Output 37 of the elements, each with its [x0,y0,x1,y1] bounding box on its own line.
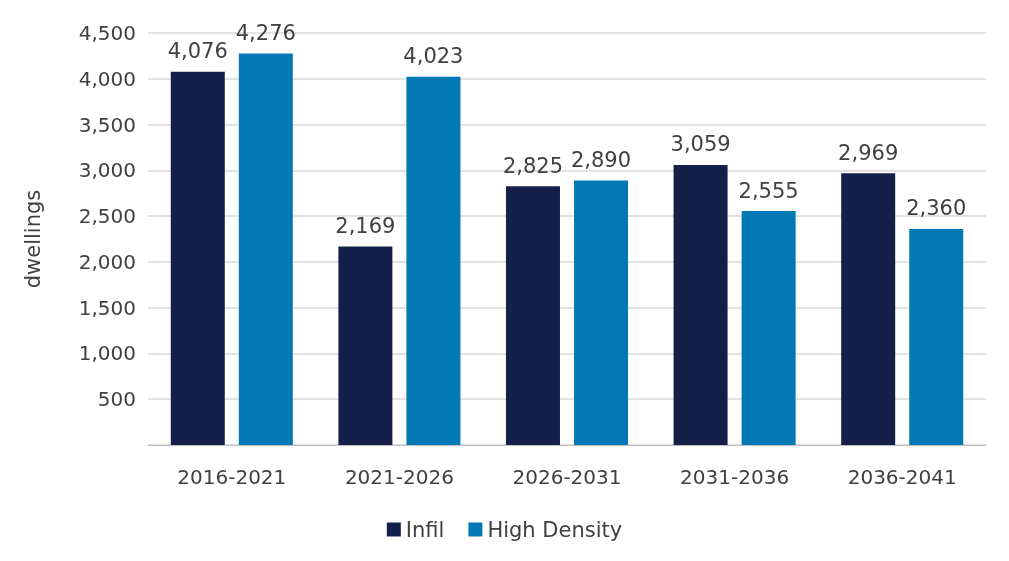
bar [909,228,964,445]
data-label: 2,360 [906,196,967,221]
y-tick-label: 4,000 [78,66,136,91]
data-label: 2,969 [838,140,899,165]
data-label: 4,076 [167,39,228,64]
y-axis-title: dwellings [20,189,45,289]
y-tick-label: 3,500 [78,112,136,137]
bar [406,76,461,445]
bar [338,246,393,445]
y-tick-label: 1,500 [78,295,136,320]
data-label: 2,169 [335,213,396,238]
data-label: 2,825 [502,153,564,178]
legend-label: Infil [405,517,445,542]
bar [673,164,728,445]
data-label: 2,890 [570,147,632,172]
data-label: 2,555 [738,178,799,203]
x-tick-label: 2031-2036 [680,465,790,489]
x-tick-label: 2021-2026 [344,465,454,489]
data-label: 4,276 [235,21,296,46]
bar [170,71,225,445]
data-label: 4,023 [403,44,464,69]
x-tick-label: 2026-2031 [512,465,622,489]
bar [505,186,560,445]
x-tick-label: 2016-2021 [177,465,287,489]
legend-label: High Density [487,517,623,542]
y-tick-label: 2,000 [78,249,136,274]
bar [238,53,293,445]
bar [841,173,896,445]
y-tick-label: 2,500 [78,204,136,229]
x-tick-label: 2036-2041 [847,465,957,489]
y-tick-label: 500 [97,387,136,412]
bar [574,180,629,445]
bar [741,211,796,445]
y-tick-label: 4,500 [78,21,136,45]
y-tick-label: 3,000 [78,158,136,183]
data-label: 3,059 [670,132,731,157]
y-tick-label: 1,000 [78,341,136,366]
